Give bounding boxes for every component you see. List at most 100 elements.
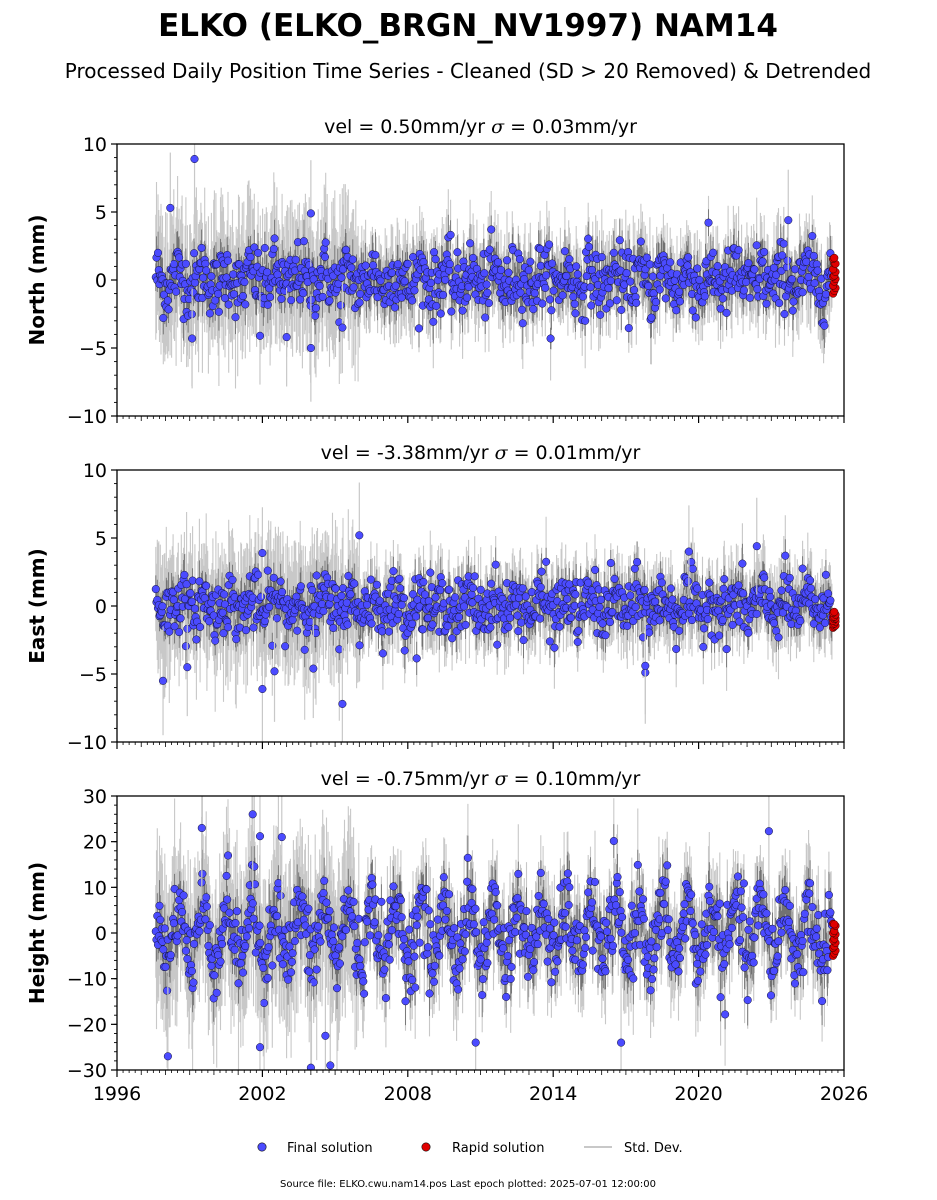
final-solution-point — [158, 602, 167, 611]
final-solution-point — [304, 904, 313, 913]
final-solution-point — [633, 558, 642, 567]
final-solution-point — [460, 602, 469, 611]
final-solution-point — [777, 586, 786, 595]
final-solution-point — [305, 951, 314, 960]
final-solution-point — [393, 260, 402, 269]
final-solution-point — [178, 907, 187, 917]
final-solution-point — [487, 225, 496, 234]
final-solution-point — [432, 301, 441, 311]
final-solution-point — [537, 567, 546, 576]
final-solution-point — [298, 892, 307, 901]
final-solution-point — [671, 960, 680, 969]
final-solution-point — [169, 595, 178, 604]
final-solution-point — [263, 268, 272, 277]
final-solution-point — [679, 909, 688, 918]
final-solution-point — [718, 294, 727, 303]
final-solution-point — [337, 591, 346, 600]
final-solution-point — [675, 297, 685, 306]
final-solution-point — [408, 253, 418, 262]
final-solution-point — [188, 576, 197, 585]
final-solution-point — [736, 887, 745, 896]
final-solution-point — [250, 243, 259, 252]
final-solution-point — [815, 623, 824, 632]
final-solution-point — [513, 893, 522, 902]
final-solution-point — [391, 281, 400, 290]
final-solution-point — [156, 915, 165, 924]
final-solution-point — [181, 642, 190, 651]
final-solution-point — [727, 923, 736, 932]
final-solution-point — [626, 591, 635, 600]
final-solution-point — [483, 958, 492, 967]
final-solution-point — [341, 245, 351, 254]
final-solution-point — [663, 861, 672, 870]
final-solution-point — [749, 958, 758, 967]
final-solution-point — [175, 253, 184, 262]
final-solution-point — [202, 902, 211, 911]
final-solution-point — [238, 292, 248, 301]
final-solution-point — [491, 888, 500, 897]
final-solution-point — [326, 1061, 335, 1070]
final-solution-point — [431, 255, 440, 264]
final-solution-point — [684, 253, 693, 262]
final-solution-point — [205, 309, 214, 318]
final-solution-point — [551, 967, 560, 976]
final-solution-point — [190, 939, 199, 948]
final-solution-point — [180, 570, 189, 579]
final-solution-point — [463, 853, 472, 862]
final-solution-point — [306, 1063, 315, 1070]
final-solution-point — [371, 250, 380, 260]
final-solution-point — [824, 589, 833, 598]
final-solution-point — [548, 259, 557, 268]
final-solution-point — [322, 898, 331, 907]
final-solution-point — [335, 943, 344, 952]
final-solution-point — [210, 971, 219, 980]
final-solution-point — [159, 290, 169, 299]
panels: 10 5 0 −5 −10 vel = 0.50mm/yr σ = 0.03mm/yr No… — [25, 116, 868, 1105]
final-solution-point — [207, 272, 216, 281]
final-solution-point — [656, 888, 665, 897]
final-solution-point — [734, 246, 743, 255]
final-solution-point — [663, 925, 672, 934]
final-solution-point — [499, 944, 508, 953]
final-solution-point — [748, 951, 757, 960]
final-solution-point — [269, 573, 278, 582]
final-solution-point — [187, 597, 196, 606]
final-solution-point — [701, 950, 710, 959]
final-solution-point — [428, 969, 437, 978]
final-solution-point — [566, 613, 575, 622]
final-solution-point — [606, 558, 615, 568]
final-solution-point — [660, 899, 669, 909]
final-solution-point — [573, 270, 582, 279]
final-solution-point — [580, 926, 589, 935]
figure-title: ELKO (ELKO_BRGN_NV1997) NAM14 — [158, 8, 778, 44]
final-solution-point — [821, 290, 830, 299]
final-solution-point — [502, 256, 512, 265]
panel-east: 10 5 0 −5 −10 vel = -3.38mm/yr σ = 0.01mm/yr E… — [25, 442, 845, 754]
y-tick-label: −10 — [67, 406, 107, 428]
final-solution-point — [627, 901, 636, 910]
final-solution-point — [584, 242, 594, 251]
final-solution-point — [545, 295, 554, 304]
final-solution-point — [429, 248, 439, 257]
final-solution-point — [165, 627, 174, 636]
final-solution-point — [270, 234, 279, 243]
final-solution-point — [431, 593, 440, 602]
final-solution-point — [560, 247, 569, 256]
final-solution-point — [789, 297, 798, 306]
final-solution-point — [424, 906, 433, 915]
x-tick-label: 1996 — [93, 1083, 141, 1105]
final-solution-point — [355, 641, 364, 650]
final-solution-point — [478, 990, 487, 1000]
final-solution-point — [274, 879, 283, 888]
final-solution-point — [355, 298, 364, 307]
final-solution-point — [639, 895, 648, 904]
y-axis-label: Height (mm) — [25, 862, 49, 1004]
y-tick-label: 30 — [83, 786, 107, 808]
final-solution-point — [513, 611, 522, 620]
final-solution-point — [163, 296, 172, 305]
final-solution-point — [768, 924, 777, 933]
final-solution-point — [675, 626, 684, 635]
final-solution-point — [783, 256, 792, 265]
final-solution-point — [784, 917, 794, 926]
final-solution-point — [360, 938, 369, 947]
